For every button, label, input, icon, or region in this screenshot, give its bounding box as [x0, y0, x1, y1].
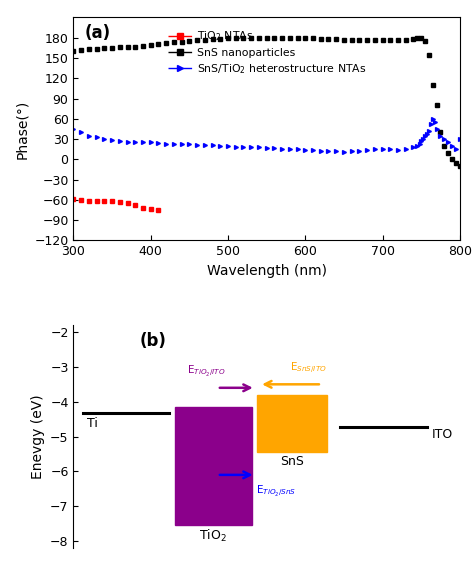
Legend: TiO$_2$ NTAs, SnS nanoparticles, SnS/TiO$_2$ heterostructure NTAs: TiO$_2$ NTAs, SnS nanoparticles, SnS/TiO…: [164, 25, 371, 80]
Text: E$_{TiO_2/SnS}$: E$_{TiO_2/SnS}$: [255, 483, 296, 498]
X-axis label: Wavelength (nm): Wavelength (nm): [207, 264, 327, 278]
Text: E$_{SnS/ITO}$: E$_{SnS/ITO}$: [291, 360, 328, 375]
Text: E$_{TiO_2/ITO}$: E$_{TiO_2/ITO}$: [187, 364, 225, 379]
Text: (b): (b): [139, 332, 166, 350]
Text: SnS: SnS: [281, 455, 304, 468]
Text: Ti: Ti: [87, 417, 98, 430]
Y-axis label: Phase(°): Phase(°): [15, 99, 29, 159]
Text: ITO: ITO: [432, 428, 454, 441]
Bar: [174, 407, 252, 525]
Y-axis label: Enevgy (eV): Enevgy (eV): [30, 394, 45, 479]
Bar: [257, 395, 328, 452]
Text: TiO$_2$: TiO$_2$: [200, 528, 227, 545]
Text: (a): (a): [85, 24, 111, 42]
